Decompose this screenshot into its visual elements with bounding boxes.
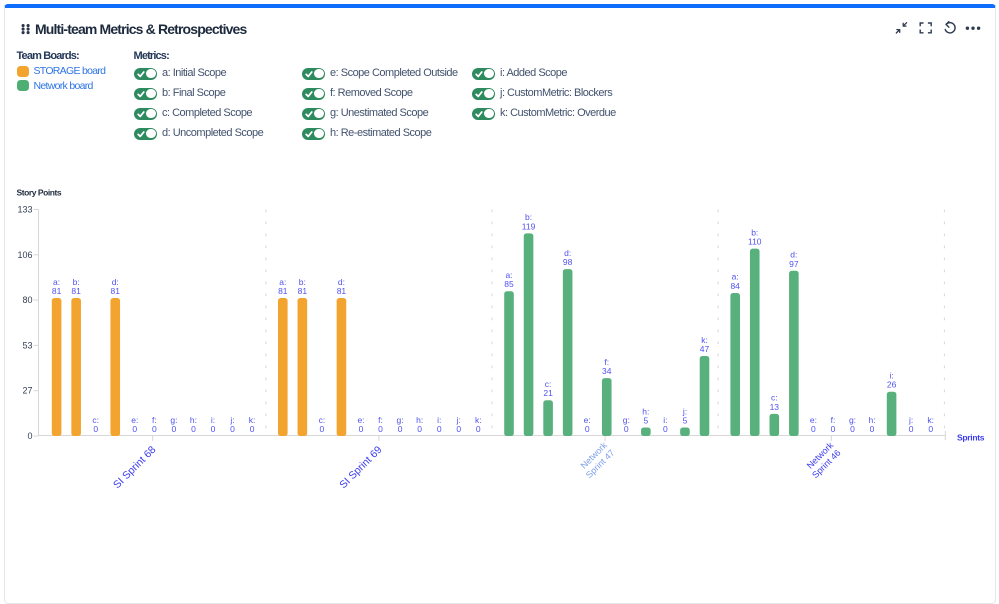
svg-text:0: 0: [437, 424, 442, 434]
svg-text:0: 0: [663, 424, 668, 434]
svg-text:e:: e:: [810, 415, 817, 425]
svg-text:0: 0: [870, 424, 875, 434]
svg-text:g:: g:: [397, 415, 404, 425]
svg-text:84: 84: [730, 281, 740, 291]
svg-text:h:: h:: [416, 415, 423, 425]
svg-text:SI Sprint 68: SI Sprint 68: [111, 444, 158, 491]
svg-text:26: 26: [887, 380, 897, 390]
svg-text:e:: e:: [584, 415, 591, 425]
svg-text:i:: i:: [889, 371, 893, 381]
svg-text:0: 0: [152, 424, 157, 434]
svg-text:85: 85: [504, 279, 514, 289]
svg-text:47: 47: [700, 344, 710, 354]
svg-text:81: 81: [52, 286, 62, 296]
svg-text:b:: b:: [73, 277, 80, 287]
svg-text:0: 0: [417, 424, 422, 434]
svg-text:e:: e:: [357, 415, 364, 425]
svg-text:0: 0: [811, 424, 816, 434]
svg-text:97: 97: [789, 259, 799, 269]
svg-text:21: 21: [543, 388, 553, 398]
svg-text:j:: j:: [908, 415, 913, 425]
svg-text:0: 0: [476, 424, 481, 434]
svg-text:k:: k:: [475, 415, 482, 425]
svg-text:0: 0: [172, 424, 177, 434]
svg-text:5: 5: [643, 416, 648, 426]
svg-text:b:: b:: [751, 228, 758, 238]
svg-text:133: 133: [17, 205, 32, 215]
svg-text:0: 0: [230, 424, 235, 434]
svg-text:e:: e:: [131, 415, 138, 425]
svg-text:119: 119: [522, 221, 536, 231]
svg-text:g:: g:: [623, 415, 630, 425]
svg-text:34: 34: [602, 366, 612, 376]
svg-text:106: 106: [17, 250, 32, 260]
svg-text:0: 0: [27, 431, 32, 441]
svg-text:0: 0: [211, 424, 216, 434]
svg-text:c:: c:: [771, 393, 778, 403]
svg-text:d:: d:: [564, 248, 571, 258]
svg-text:0: 0: [928, 424, 933, 434]
svg-text:81: 81: [111, 286, 121, 296]
svg-text:g:: g:: [849, 415, 856, 425]
svg-text:Sprints: Sprints: [957, 433, 985, 443]
svg-text:81: 81: [278, 286, 288, 296]
svg-text:c:: c:: [319, 415, 326, 425]
svg-text:53: 53: [22, 340, 32, 350]
svg-text:c:: c:: [545, 379, 552, 389]
svg-text:0: 0: [456, 424, 461, 434]
svg-text:Story Points: Story Points: [17, 188, 62, 198]
svg-text:j:: j:: [456, 415, 461, 425]
svg-text:5: 5: [683, 416, 688, 426]
svg-text:0: 0: [93, 424, 98, 434]
svg-text:0: 0: [585, 424, 590, 434]
svg-text:0: 0: [850, 424, 855, 434]
svg-text:d:: d:: [790, 250, 797, 260]
svg-text:98: 98: [563, 257, 573, 267]
svg-text:i:: i:: [663, 415, 667, 425]
svg-text:d:: d:: [338, 277, 345, 287]
svg-text:f:: f:: [604, 357, 609, 367]
svg-text:k:: k:: [701, 335, 708, 345]
svg-text:27: 27: [22, 386, 32, 396]
svg-text:h:: h:: [869, 415, 876, 425]
svg-text:0: 0: [191, 424, 196, 434]
svg-text:h:: h:: [642, 406, 649, 416]
svg-text:f:: f:: [152, 415, 157, 425]
svg-text:81: 81: [337, 286, 347, 296]
svg-text:a:: a:: [53, 277, 60, 287]
svg-text:a:: a:: [505, 270, 512, 280]
svg-text:h:: h:: [190, 415, 197, 425]
svg-text:13: 13: [770, 402, 780, 412]
svg-text:d:: d:: [112, 277, 119, 287]
svg-text:110: 110: [748, 237, 762, 247]
svg-text:a:: a:: [732, 272, 739, 282]
svg-text:b:: b:: [299, 277, 306, 287]
svg-text:81: 81: [71, 286, 81, 296]
svg-text:c:: c:: [92, 415, 99, 425]
svg-text:SI Sprint 69: SI Sprint 69: [337, 444, 384, 491]
svg-text:f:: f:: [378, 415, 383, 425]
svg-text:j:: j:: [229, 415, 234, 425]
svg-text:0: 0: [831, 424, 836, 434]
svg-text:0: 0: [378, 424, 383, 434]
svg-text:0: 0: [398, 424, 403, 434]
svg-text:80: 80: [22, 295, 32, 305]
svg-text:a:: a:: [279, 277, 286, 287]
svg-text:81: 81: [298, 286, 308, 296]
svg-text:0: 0: [624, 424, 629, 434]
svg-text:0: 0: [359, 424, 364, 434]
svg-text:j:: j:: [682, 406, 687, 416]
svg-text:g:: g:: [170, 415, 177, 425]
svg-text:f:: f:: [831, 415, 836, 425]
svg-text:k:: k:: [249, 415, 256, 425]
svg-text:k:: k:: [927, 415, 934, 425]
svg-text:i:: i:: [211, 415, 215, 425]
svg-text:0: 0: [250, 424, 255, 434]
svg-text:i:: i:: [437, 415, 441, 425]
svg-text:0: 0: [320, 424, 325, 434]
svg-text:b:: b:: [525, 212, 532, 222]
svg-text:0: 0: [909, 424, 914, 434]
svg-text:0: 0: [132, 424, 137, 434]
